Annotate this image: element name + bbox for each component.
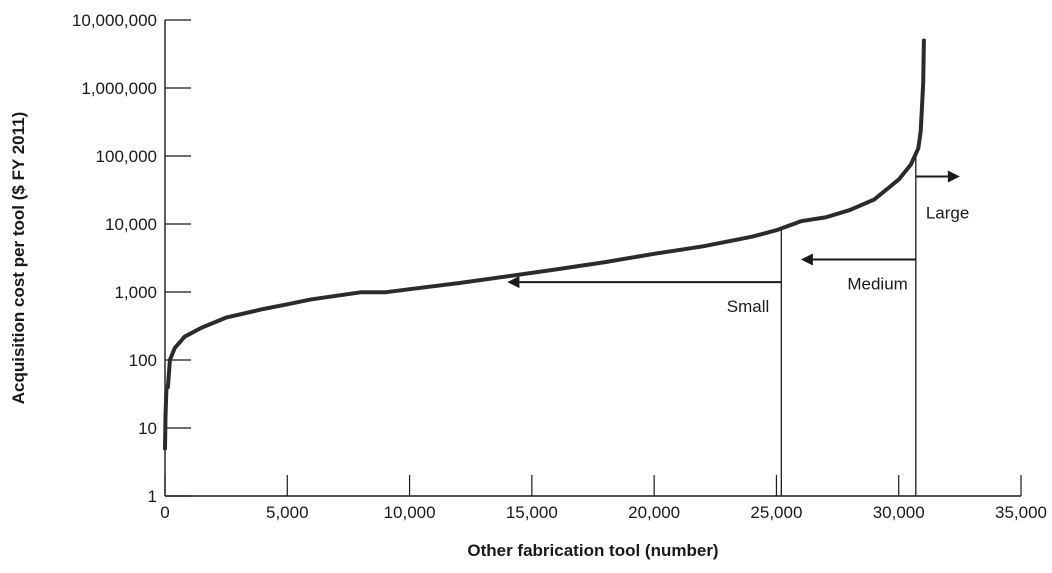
y-tick-label: 100 — [129, 351, 157, 370]
arrow-head — [507, 276, 520, 289]
y-axis-ticks: 1 10 100 1,000 10,000 100,000 1,000,000 10,000,… — [72, 11, 191, 506]
y-tick-label: 1,000 — [114, 283, 157, 302]
y-tick-label: 1 — [148, 487, 157, 506]
x-tick-label: 10,000 — [384, 503, 436, 522]
x-axis-title: Other fabrication tool (number) — [467, 541, 718, 560]
series-line — [163, 38, 926, 451]
x-tick-label: 35,000 — [995, 503, 1047, 522]
series-group — [163, 38, 926, 451]
annotation-label: Small — [727, 297, 770, 316]
x-tick-label: 15,000 — [506, 503, 558, 522]
plot-frame — [164, 20, 1021, 497]
y-tick-label: 1,000,000 — [81, 79, 157, 98]
annotation-label: Large — [926, 203, 969, 222]
x-tick-label: 30,000 — [873, 503, 925, 522]
y-tick-label: 10,000,000 — [72, 11, 157, 30]
arrow-head — [800, 253, 813, 266]
x-tick-label: 20,000 — [628, 503, 680, 522]
arrow-head — [947, 170, 960, 183]
y-tick-label: 100,000 — [96, 147, 157, 166]
y-axis-title: Acquisition cost per tool ($ FY 2011) — [9, 112, 28, 405]
x-tick-label: 0 — [160, 503, 169, 522]
x-tick-label: 5,000 — [266, 503, 309, 522]
x-axis-ticks: 0 5,000 10,000 15,000 20,000 25,000 30,000 35,0… — [160, 475, 1047, 522]
x-tick-label: 25,000 — [750, 503, 802, 522]
annotation-label: Medium — [847, 275, 907, 294]
y-tick-label: 10 — [138, 419, 157, 438]
size-class-boundaries — [780, 153, 917, 496]
y-tick-label: 10,000 — [105, 215, 157, 234]
annotations: Small Medium Large — [507, 170, 969, 316]
